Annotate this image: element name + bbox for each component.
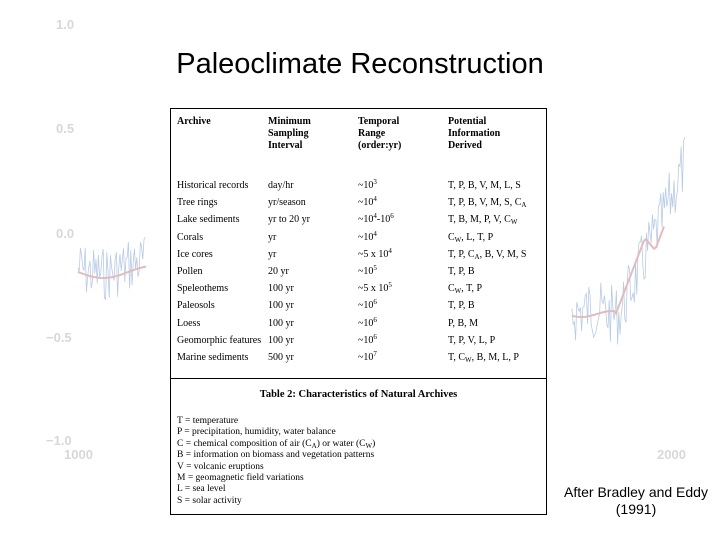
table-row: Loess 100 yr ~106 P, B, M bbox=[171, 315, 546, 335]
table-row: Corals yr ~104 CW, L, T, P bbox=[171, 229, 546, 249]
table-row: Geomorphic features 100 yr ~106 T, P, V, L,… bbox=[171, 332, 546, 352]
x-tick-label: 2000 bbox=[657, 447, 686, 462]
table-row: Marine sediments 500 yr ~107 T, CW, B, M, L… bbox=[171, 350, 546, 369]
noisy-series-right bbox=[571, 136, 686, 345]
cell-info: T, CW, B, M, L, P bbox=[448, 352, 519, 364]
y-tick-label: 1.0 bbox=[56, 17, 75, 32]
cell-archive: Geomorphic features bbox=[177, 334, 262, 346]
cell-interval: 100 yr bbox=[268, 334, 294, 346]
table-divider bbox=[171, 378, 546, 379]
cell-info: CW, L, T, P bbox=[448, 231, 494, 244]
cell-range: ~106 bbox=[358, 332, 377, 346]
cell-range: ~104 bbox=[358, 229, 377, 243]
cell-archive: Ice cores bbox=[177, 248, 213, 260]
cell-interval: yr to 20 yr bbox=[268, 214, 310, 226]
legend-item: L = sea level bbox=[177, 484, 226, 495]
cell-range: ~5 x 105 bbox=[358, 281, 392, 295]
table-row: Pollen 20 yr ~105 T, P, B bbox=[171, 264, 546, 283]
cell-range: ~103 bbox=[358, 178, 377, 192]
noisy-series-left bbox=[77, 236, 146, 301]
y-tick-label: −0.5 bbox=[46, 330, 72, 345]
cell-info: CW, T, P bbox=[448, 283, 483, 296]
table-caption: Table 2: Characteristics of Natural Arch… bbox=[259, 389, 458, 400]
cell-info: T, P, CA, B, V, M, S bbox=[448, 248, 527, 261]
smooth-series-right bbox=[571, 226, 665, 318]
cell-archive: Loess bbox=[177, 317, 201, 329]
cell-archive: Marine sediments bbox=[177, 352, 249, 363]
cell-info: T, P, B bbox=[448, 266, 475, 277]
legend-item: C = chemical composition of air (CA) or … bbox=[177, 438, 376, 450]
noisy-series-line bbox=[77, 236, 146, 301]
noisy-series-line bbox=[571, 136, 686, 345]
cell-info: T, P, V, L, P bbox=[448, 334, 496, 346]
cell-interval: 100 yr bbox=[268, 300, 294, 312]
cell-archive: Historical records bbox=[177, 180, 249, 191]
cell-archive: Corals bbox=[177, 231, 204, 243]
y-tick-label: −1.0 bbox=[46, 433, 72, 448]
cell-interval: yr/season bbox=[268, 197, 306, 209]
legend-item: S = solar activity bbox=[177, 495, 242, 506]
x-tick-label: 1000 bbox=[64, 447, 93, 462]
cell-archive: Pollen bbox=[177, 266, 203, 277]
cell-interval: 100 yr bbox=[268, 283, 294, 295]
table-row: Historical records day/hr ~103 T, P, B, V, … bbox=[171, 178, 546, 197]
natural-archives-table: Archive Minimum Sampling Interval Tempor… bbox=[170, 108, 547, 515]
table-row: Lake sediments yr to 20 yr ~104-106 T, B, M… bbox=[171, 212, 546, 231]
cell-info: T, P, B bbox=[448, 300, 475, 312]
cell-range: ~107 bbox=[358, 350, 377, 364]
cell-interval: yr bbox=[268, 248, 277, 260]
cell-archive: Lake sediments bbox=[177, 214, 240, 226]
slide-title: Paleoclimate Reconstruction bbox=[176, 48, 544, 80]
legend-item: M = geomagnetic field variations bbox=[177, 473, 304, 484]
source-credit: After Bradley and Eddy (1991) bbox=[564, 484, 708, 517]
cell-range: ~104-106 bbox=[358, 212, 394, 226]
cell-info: T, P, B, V, M, L, S bbox=[448, 180, 521, 191]
header-information-derived: Potential Information Derived bbox=[448, 116, 501, 151]
abbreviation-legend: T = temperature P = precipitation, humid… bbox=[177, 416, 375, 507]
cell-archive: Speleothems bbox=[177, 283, 229, 295]
table-row: Tree rings yr/season ~104 T, P, B, V, M, S,… bbox=[171, 195, 546, 214]
legend-item: T = temperature bbox=[177, 416, 239, 426]
table-row: Paleosols 100 yr ~106 T, P, B bbox=[171, 298, 546, 317]
cell-range: ~106 bbox=[358, 315, 377, 329]
smooth-series-left bbox=[77, 265, 147, 279]
cell-interval: 500 yr bbox=[268, 352, 294, 363]
cell-info: T, B, M, P, V, CW bbox=[448, 214, 518, 227]
cell-range: ~5 x 104 bbox=[358, 246, 392, 260]
table-row: Speleothems 100 yr ~5 x 105 CW, T, P bbox=[171, 281, 546, 300]
header-temporal-range: Temporal Range (order:yr) bbox=[358, 116, 402, 151]
cell-archive: Tree rings bbox=[177, 197, 218, 209]
header-archive: Archive bbox=[177, 116, 211, 127]
cell-info: P, B, M bbox=[448, 317, 479, 329]
table-row: Ice cores yr ~5 x 104 T, P, CA, B, V, M, S bbox=[171, 246, 546, 266]
cell-interval: 20 yr bbox=[268, 266, 289, 277]
legend-item: V = volcanic eruptions bbox=[177, 461, 264, 472]
y-tick-label: 0.5 bbox=[56, 121, 75, 136]
cell-info: T, P, B, V, M, S, CA bbox=[448, 197, 527, 210]
cell-range: ~105 bbox=[358, 264, 377, 278]
cell-archive: Paleosols bbox=[177, 300, 215, 312]
cell-range: ~104 bbox=[358, 195, 377, 209]
cell-interval: day/hr bbox=[268, 180, 294, 191]
y-tick-label: 0.0 bbox=[56, 226, 75, 241]
cell-interval: yr bbox=[268, 231, 277, 243]
header-sampling-interval: Minimum Sampling Interval bbox=[268, 116, 311, 151]
legend-item: B = information on biomass and vegetatio… bbox=[177, 450, 375, 461]
legend-item: P = precipitation, humidity, water balan… bbox=[177, 427, 336, 438]
cell-range: ~106 bbox=[358, 298, 377, 312]
cell-interval: 100 yr bbox=[268, 317, 294, 329]
